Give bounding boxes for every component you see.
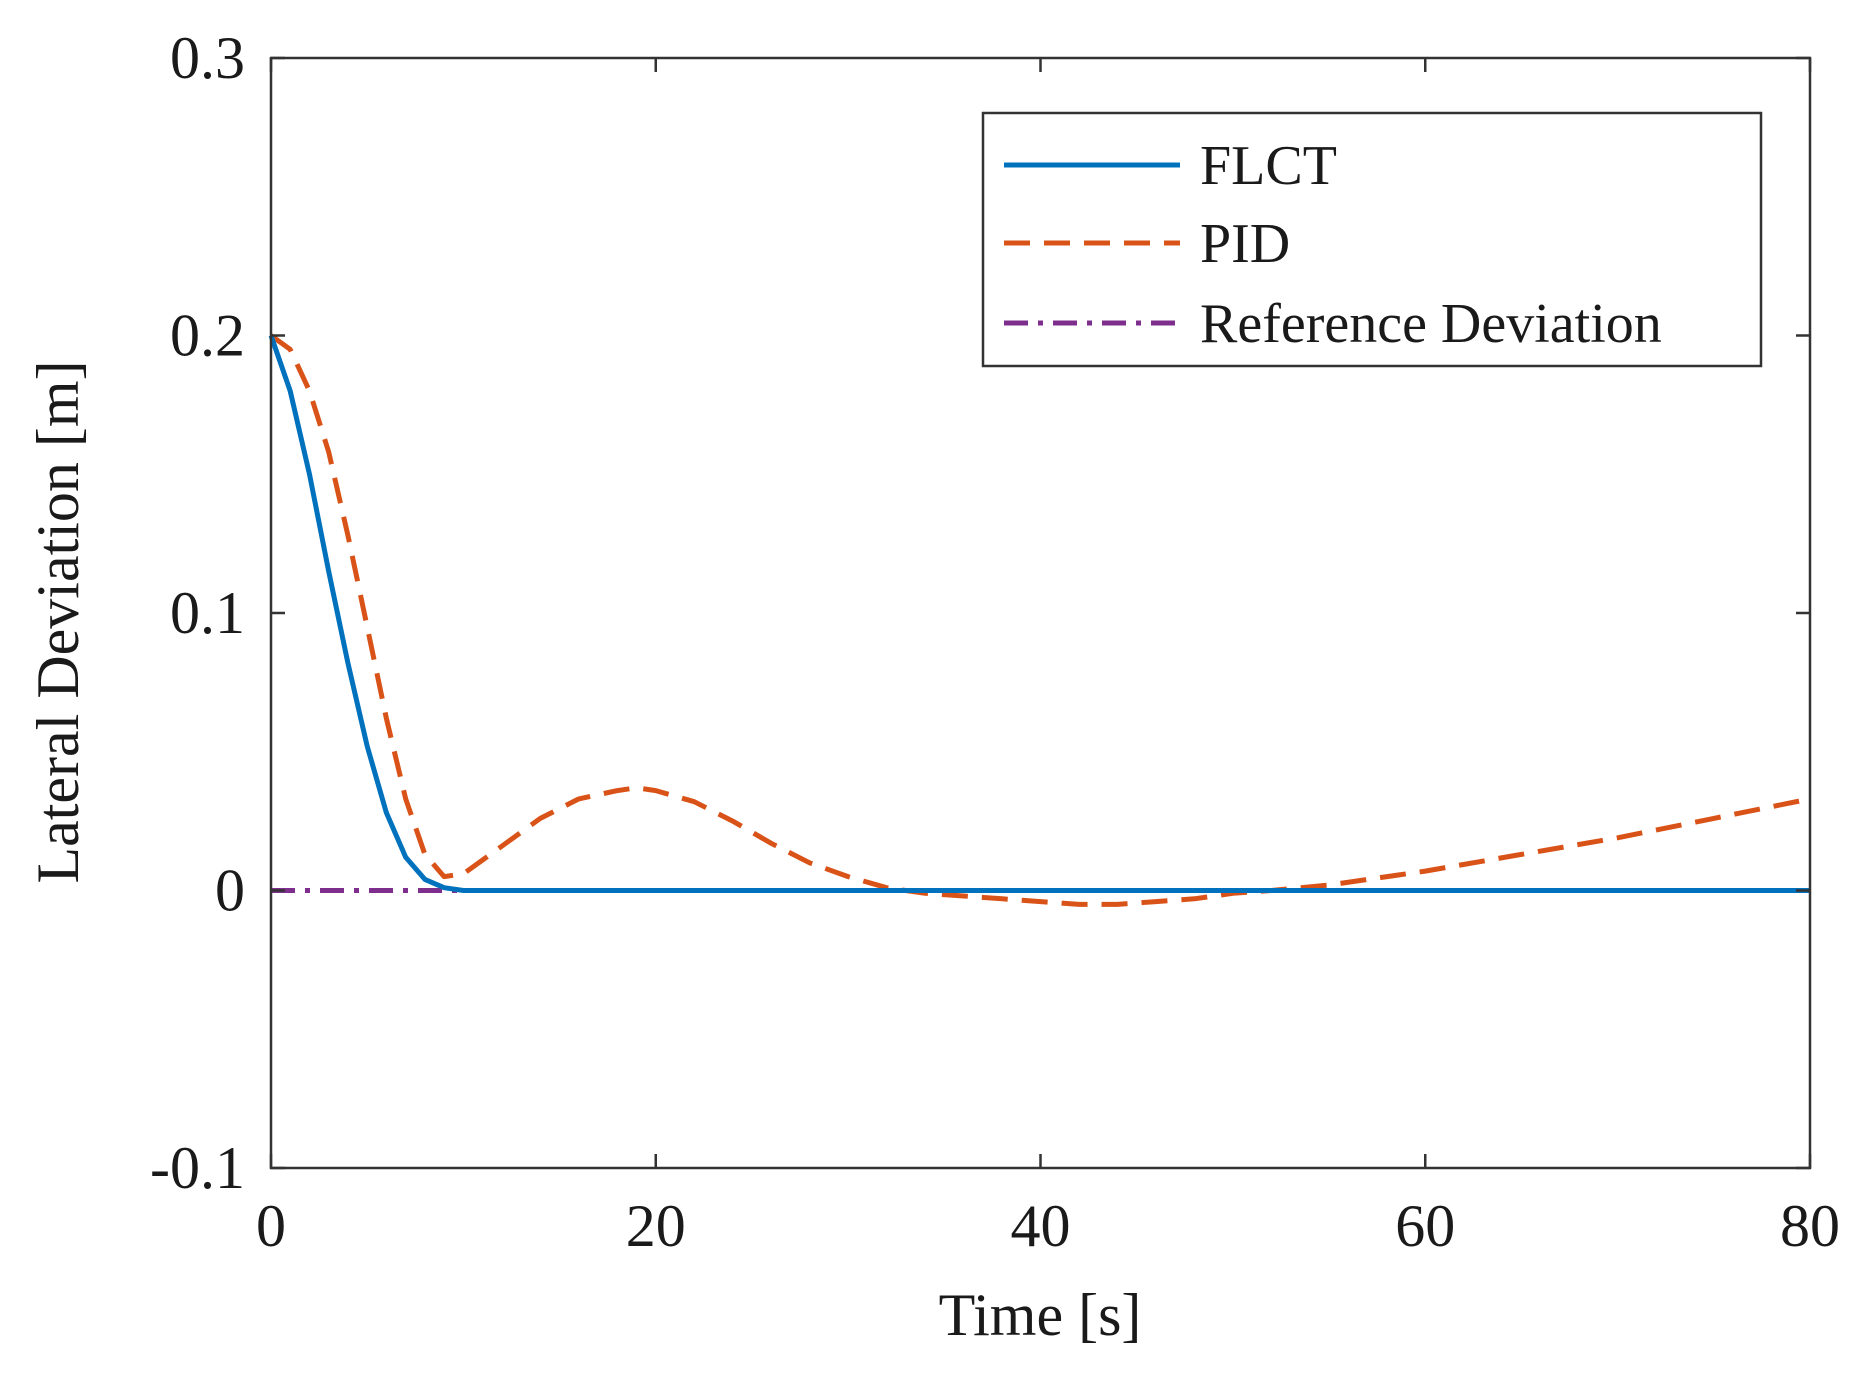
- y-axis-label: Lateral Deviation [m]: [25, 360, 91, 883]
- legend-label-reference-deviation: Reference Deviation: [1200, 293, 1662, 355]
- y-tick-label: 0.1: [170, 580, 245, 646]
- x-tick-label: 20: [626, 1193, 686, 1259]
- legend-label-flct: FLCT: [1200, 135, 1337, 197]
- y-tick-label: 0.3: [170, 25, 245, 91]
- legend-label-pid: PID: [1200, 213, 1290, 275]
- series-line-pid: [269, 333, 1811, 907]
- x-tick-label: 60: [1395, 1193, 1455, 1259]
- x-tick-label: 40: [1011, 1193, 1071, 1259]
- axes: 0 20 40 60 80-0.100.10.20.3: [150, 25, 1840, 1259]
- series-line-flct: [268, 334, 1810, 893]
- x-tick-label: 0: [256, 1193, 286, 1259]
- x-axis-label: Time [s]: [939, 1282, 1142, 1348]
- x-tick-label: 80: [1780, 1193, 1840, 1259]
- y-tick-label: 0: [215, 858, 245, 924]
- y-tick-label: -0.1: [150, 1135, 245, 1201]
- legend: FLCT PID Reference Deviation: [981, 111, 1763, 368]
- plot-area: [268, 333, 1811, 907]
- y-tick-label: 0.2: [170, 303, 245, 369]
